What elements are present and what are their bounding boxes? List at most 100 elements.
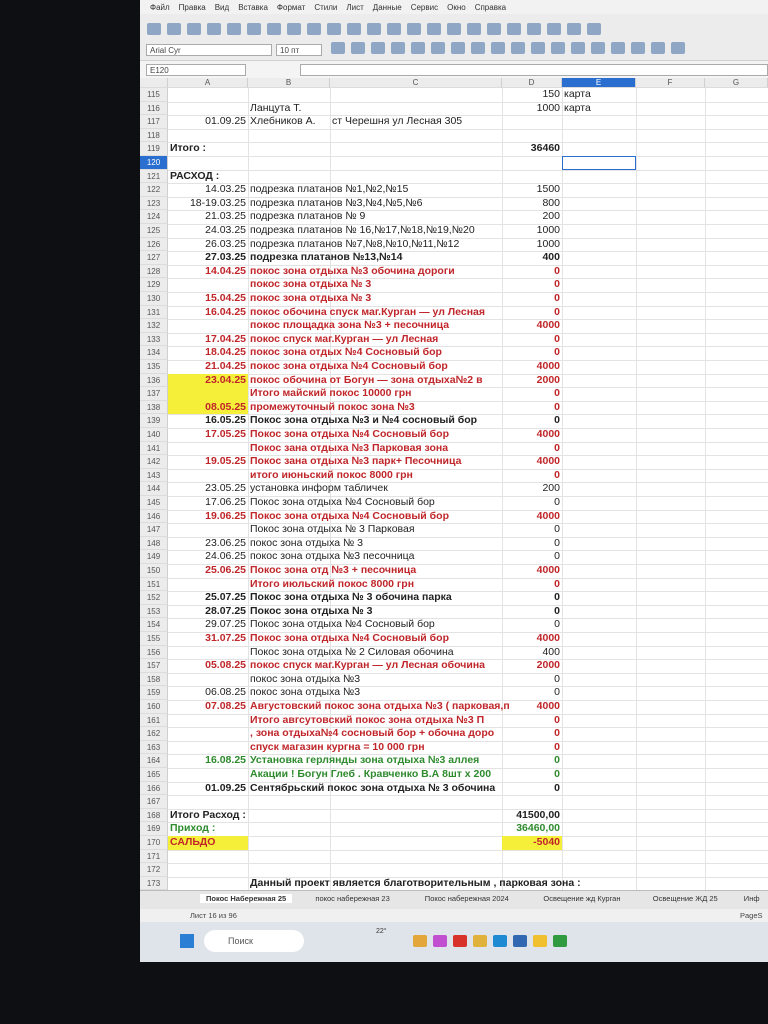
cell-d[interactable]: 0 xyxy=(554,441,560,454)
cell-b[interactable]: Итого июльский покос 8000 грн xyxy=(250,577,415,590)
cell-d[interactable]: 0 xyxy=(554,672,560,685)
cell-b[interactable]: Установка герлянды зона отдыха №3 аллея xyxy=(250,754,480,767)
row-header[interactable]: 143 xyxy=(140,468,168,483)
menu-item[interactable]: Стили xyxy=(314,2,338,12)
row-header[interactable]: 127 xyxy=(140,251,168,265)
cell-d[interactable]: 0 xyxy=(554,496,560,508)
cell-d[interactable]: 1000 xyxy=(536,237,560,250)
cell-b[interactable]: Покос зона отдыха № 3 xyxy=(250,604,373,617)
cell-b[interactable]: покос спуск маг.Курган — ул Лесная xyxy=(250,332,439,345)
cell-b[interactable]: Покос зона отд №3 + песочница xyxy=(250,564,417,576)
cell-b[interactable]: Данный проект является благотворительным… xyxy=(250,876,581,889)
cell-d[interactable]: 0 xyxy=(554,468,560,481)
cell-d[interactable]: 4000 xyxy=(536,632,560,644)
row-header[interactable]: 142 xyxy=(140,455,168,469)
row-header[interactable]: 156 xyxy=(140,645,168,660)
row-header[interactable]: 147 xyxy=(140,523,168,537)
cell-d[interactable]: 0 xyxy=(554,740,560,753)
cell-a[interactable]: 25.07.25 xyxy=(205,591,246,604)
cell-c[interactable]: ст Черешня ул Лесная 305 xyxy=(332,115,463,128)
row-header[interactable]: 157 xyxy=(140,659,168,673)
cell-d[interactable]: 4000 xyxy=(536,700,560,712)
cell-b[interactable]: Покос зона отдыха №4 Сосновый бор xyxy=(250,509,449,522)
row-header[interactable]: 116 xyxy=(140,101,168,116)
cell-a[interactable]: 21.04.25 xyxy=(205,360,246,372)
cell-d[interactable]: 200 xyxy=(542,482,560,495)
menu-item[interactable]: Данные xyxy=(372,2,402,12)
cell-b[interactable]: покос зона отдыха №3 xyxy=(250,686,361,699)
row-header[interactable]: 146 xyxy=(140,509,168,524)
cell-b[interactable]: покос зона отдыха №3 xyxy=(250,672,361,685)
row-header[interactable]: 168 xyxy=(140,808,168,823)
menu-item[interactable]: Файл xyxy=(150,2,170,12)
row-header[interactable]: 161 xyxy=(140,713,168,728)
cell-b[interactable]: Хлебников А. xyxy=(250,115,316,128)
cell-b[interactable]: Покос зона отдыха №4 Сосновый бор xyxy=(250,428,449,440)
cell-d[interactable]: 4000 xyxy=(536,360,560,372)
row-header[interactable]: 170 xyxy=(140,836,168,850)
menu-item[interactable]: Вставка xyxy=(238,2,268,12)
cell-b[interactable]: спуск магазин кургна = 10 000 грн xyxy=(250,740,425,753)
row-header[interactable]: 121 xyxy=(140,169,168,184)
cell-b[interactable]: подрезка платанов №3,№4,№5,№6 xyxy=(250,196,423,209)
row-header[interactable]: 132 xyxy=(140,319,168,333)
cell-a[interactable]: 23.04.25 xyxy=(205,373,246,386)
row-header[interactable]: 163 xyxy=(140,740,168,755)
cell-b[interactable]: покос зона отдыха № 3 xyxy=(250,292,372,304)
cell-b[interactable]: Покос зона отдыха № 2 Силовая обочина xyxy=(250,645,454,658)
cell-b[interactable]: покос зона отдыха № 3 xyxy=(250,536,363,549)
cell-a[interactable]: 08.05.25 xyxy=(205,400,246,413)
row-header[interactable]: 133 xyxy=(140,332,168,347)
cell-a[interactable]: 31.07.25 xyxy=(205,632,246,644)
cell-a[interactable]: 14.04.25 xyxy=(205,264,246,277)
row-header[interactable]: 115 xyxy=(140,88,168,102)
cell-d[interactable]: 0 xyxy=(554,400,560,413)
cell-d[interactable]: 0 xyxy=(554,781,560,794)
row-header[interactable]: 153 xyxy=(140,604,168,619)
row-header[interactable]: 154 xyxy=(140,618,168,632)
cell-d[interactable]: 0 xyxy=(554,536,560,549)
cell-a[interactable]: 17.06.25 xyxy=(205,496,246,508)
row-header[interactable]: 164 xyxy=(140,754,168,768)
column-header[interactable]: A xyxy=(168,78,248,88)
sheet-tab[interactable]: Освещение ЖД 25 xyxy=(652,894,718,903)
cell-a[interactable]: 28.07.25 xyxy=(205,604,246,617)
cell-b[interactable]: промежуточный покос зона №3 xyxy=(250,400,415,413)
weather[interactable]: 22° xyxy=(376,928,387,935)
row-header[interactable]: 144 xyxy=(140,482,168,496)
cell-d[interactable]: 41500,00 xyxy=(516,808,560,821)
cell-d[interactable]: 0 xyxy=(554,727,560,740)
cell-d[interactable]: 200 xyxy=(542,210,560,223)
row-header[interactable]: 123 xyxy=(140,196,168,211)
cell-b[interactable]: подрезка платанов № 16,№17,№18,№19,№20 xyxy=(250,224,475,236)
menu-item[interactable]: Вид xyxy=(214,2,230,12)
cell-a[interactable]: 16.08.25 xyxy=(205,754,246,767)
row-header[interactable]: 128 xyxy=(140,264,168,279)
cell-b[interactable]: Покос зона отдыха № 3 обочина парка xyxy=(250,591,452,604)
formula-input[interactable] xyxy=(300,64,768,76)
cell-a[interactable]: 24.06.25 xyxy=(205,550,246,563)
cell-a[interactable]: САЛЬДО xyxy=(170,836,216,848)
start-button[interactable] xyxy=(180,934,194,948)
cell-a[interactable]: Итого Расход : xyxy=(170,808,246,821)
cell-d[interactable]: 0 xyxy=(554,577,560,590)
row-header[interactable]: 125 xyxy=(140,224,168,238)
cell-b[interactable]: установка информ табличек xyxy=(250,482,388,495)
cell-a[interactable]: РАСХОД : xyxy=(170,169,220,182)
row-header[interactable]: 129 xyxy=(140,278,168,292)
cell-d[interactable]: 0 xyxy=(554,523,560,536)
row-header[interactable]: 158 xyxy=(140,672,168,687)
cell-d[interactable]: 0 xyxy=(554,713,560,726)
cell-d[interactable]: 2000 xyxy=(536,659,560,672)
row-header[interactable]: 145 xyxy=(140,496,168,510)
row-header[interactable]: 162 xyxy=(140,727,168,741)
cell-b[interactable]: Покос зона отдыха № 3 Парковая xyxy=(250,523,415,536)
cell-d[interactable]: 0 xyxy=(554,618,560,631)
cell-e[interactable]: карта xyxy=(564,101,591,114)
cell-a[interactable]: 15.04.25 xyxy=(205,292,246,304)
cell-b[interactable]: покос спуск маг.Курган — ул Лесная обочи… xyxy=(250,659,486,672)
name-box[interactable]: E120 xyxy=(146,64,246,76)
menu-item[interactable]: Сервис xyxy=(410,2,439,12)
cell-b[interactable]: Сентябрьский покос зона отдыха № 3 обочи… xyxy=(250,781,496,794)
cell-d[interactable]: 0 xyxy=(554,332,560,345)
